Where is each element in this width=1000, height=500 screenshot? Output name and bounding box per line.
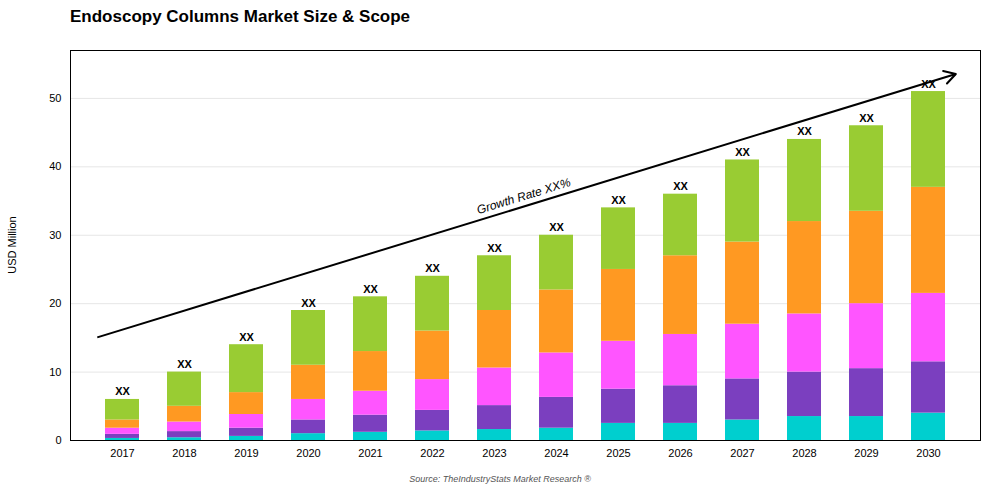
svg-text:2020: 2020 [296,447,320,459]
svg-text:2027: 2027 [730,447,754,459]
html-text:Source: TheIndustryStats Marke: Source: TheIndustryStats Market Research… [409,474,591,484]
svg-text:2029: 2029 [854,447,878,459]
svg-text:2028: 2028 [792,447,816,459]
svg-text:XX: XX [301,297,316,309]
svg-text:XX: XX [673,180,688,192]
svg-text:2018: 2018 [172,447,196,459]
svg-text:30: 30 [49,229,61,241]
svg-text:2022: 2022 [420,447,444,459]
svg-text:2025: 2025 [606,447,630,459]
svg-text:2026: 2026 [668,447,692,459]
svg-text:XX: XX [177,358,192,370]
svg-text:XX: XX [487,242,502,254]
svg-text:20: 20 [49,297,61,309]
svg-text:USD Million: USD Million [6,216,18,273]
svg-text:XX: XX [549,221,564,233]
html-text:Endoscopy Columns Market Size: Endoscopy Columns Market Size & Scope [70,7,411,26]
svg-text:50: 50 [49,92,61,104]
svg-text:XX: XX [363,283,378,295]
svg-text:2023: 2023 [482,447,506,459]
svg-text:10: 10 [49,366,61,378]
svg-text:XX: XX [735,146,750,158]
svg-text:XX: XX [859,112,874,124]
svg-text:2024: 2024 [544,447,568,459]
svg-text:2017: 2017 [110,447,134,459]
svg-text:XX: XX [239,331,254,343]
svg-text:2021: 2021 [358,447,382,459]
svg-text:XX: XX [921,77,936,90]
svg-text:2030: 2030 [916,447,940,459]
svg-text:0: 0 [55,434,61,446]
svg-text:XX: XX [611,194,626,206]
svg-text:XX: XX [797,125,812,137]
svg-text:40: 40 [49,160,61,172]
svg-text:Growth Rate XX%: Growth Rate XX% [475,175,573,217]
svg-text:XX: XX [425,262,440,274]
svg-text:2019: 2019 [234,447,258,459]
svg-text:XX: XX [115,385,130,397]
